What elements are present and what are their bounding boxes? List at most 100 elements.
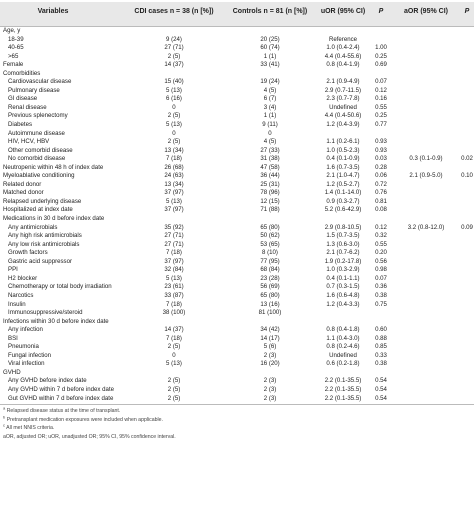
cell-variable: Chemotherapy or total body irradiation bbox=[8, 283, 112, 291]
cell-cdi-cases: 37 (97) bbox=[164, 206, 184, 214]
table-row: Hospitalized at index date 37 (97) 71 (88)… bbox=[0, 206, 474, 215]
header-cdi-cases: CDI cases n = 38 (n [%]) bbox=[134, 8, 214, 15]
cell-variable: Pulmonary disease bbox=[8, 86, 60, 94]
cell-cdi-cases: 27 (71) bbox=[164, 44, 184, 52]
table-row: Cardiovascular disease 15 (40) 19 (24) 2.1 … bbox=[0, 78, 474, 87]
cell-p: 0.07 bbox=[375, 274, 387, 282]
cell-p: 0.69 bbox=[375, 61, 387, 69]
table-row: Age, y bbox=[0, 27, 474, 36]
cell-p: 0.54 bbox=[375, 394, 387, 402]
cell-variable: Infections within 30 d before index date bbox=[3, 317, 109, 325]
cell-cdi-cases: 27 (71) bbox=[164, 232, 184, 240]
table-body: Age, y 18-39 9 (24) 20 (25) Reference 40-65 27… bbox=[0, 27, 474, 403]
table-row: Medications in 30 d before index date bbox=[0, 215, 474, 224]
footnote-marker: c bbox=[3, 422, 5, 428]
table-row: BSI 7 (18) 14 (17) 1.1 (0.4-3.0) 0.88 bbox=[0, 335, 474, 344]
cell-uor: Undefined bbox=[329, 351, 357, 359]
cell-cdi-cases: 6 (16) bbox=[166, 95, 182, 103]
cell-variable: Hospitalized at index date bbox=[3, 206, 73, 214]
cell-controls: 8 (10) bbox=[262, 249, 278, 257]
cell-variable: Female bbox=[3, 61, 24, 69]
cell-variable: Fungal infection bbox=[8, 351, 52, 359]
table-row: Gut GVHD within 7 d before index date 2 (… bbox=[0, 395, 474, 404]
cell-controls: 1 (1) bbox=[263, 52, 277, 60]
cell-p: 0.25 bbox=[375, 112, 387, 120]
footnote-text: All met NNIS criteria. bbox=[6, 425, 55, 432]
header-variables: Variables bbox=[37, 8, 69, 15]
table-row: Pneumonia 2 (5) 5 (6) 0.8 (0.2-4.6) 0.85 bbox=[0, 343, 474, 352]
cell-cdi-cases: 2 (5) bbox=[167, 112, 181, 120]
footnote-text: aOR, adjusted OR; uOR, unadjusted OR; 95… bbox=[3, 433, 176, 440]
cell-cdi-cases: 23 (61) bbox=[164, 283, 184, 291]
cell-variable: Growth factors bbox=[8, 249, 48, 257]
cell-p: 0.08 bbox=[375, 206, 387, 214]
cell-controls: 53 (65) bbox=[260, 240, 280, 248]
cell-variable: Immunosuppressive/steroid bbox=[8, 309, 83, 317]
cell-cdi-cases: 7 (18) bbox=[166, 300, 182, 308]
table-row: Any GVHD within 7 d before index date 2 (… bbox=[0, 386, 474, 395]
header-aor: aOR (95% CI) bbox=[404, 8, 448, 15]
cell-controls: 1 (1) bbox=[263, 112, 277, 120]
cell-uor: 4.4 (0.4-55.6) bbox=[324, 52, 362, 60]
footnotes: a Relapsed disease status at the time of… bbox=[0, 405, 474, 441]
table-row: 18-39 9 (24) 20 (25) Reference bbox=[0, 36, 474, 45]
cell-cdi-cases: 14 (37) bbox=[164, 326, 184, 334]
cell-uor: 5.2 (0.6-42.9) bbox=[324, 206, 362, 214]
table-row: HIV, HCV, HBV 2 (5) 4 (5) 1.1 (0.2-6.1) 0.93 bbox=[0, 138, 474, 147]
cell-p: 1.00 bbox=[375, 44, 387, 52]
cell-uor: 1.5 (0.7-3.5) bbox=[326, 232, 360, 240]
data-table: Variables CDI cases n = 38 (n [%]) Contr… bbox=[0, 2, 474, 441]
table-row: Viral infection 5 (13) 16 (20) 0.6 (0.2-1.8… bbox=[0, 360, 474, 369]
cell-variable: Myeloablative conditioning bbox=[3, 172, 75, 180]
cell-p: 0.75 bbox=[375, 300, 387, 308]
table-row: Myeloablative conditioning 24 (63) 36 (44)… bbox=[0, 172, 474, 181]
cell-p: 0.38 bbox=[375, 360, 387, 368]
cell-variable: Other comorbid disease bbox=[8, 146, 73, 154]
cell-p: 0.32 bbox=[375, 232, 387, 240]
cell-uor: 2.1 (0.7-6.2) bbox=[326, 249, 360, 257]
table-row: Infections within 30 d before index date bbox=[0, 318, 474, 327]
cell-variable: Any antimicrobials bbox=[8, 223, 58, 231]
cell-variable: Any GVHD within 7 d before index date bbox=[8, 385, 115, 393]
table-row: Renal disease 0 3 (4) Undefined 0.55 bbox=[0, 104, 474, 113]
cell-variable: Diabetes bbox=[8, 121, 33, 129]
table-row: Any low risk antimicrobials 27 (71) 53 (65… bbox=[0, 241, 474, 250]
cell-controls: 2 (3) bbox=[263, 385, 277, 393]
cell-variable: Relapsed underlying disease bbox=[3, 197, 82, 205]
cell-controls: 2 (3) bbox=[263, 394, 277, 402]
table-row: No comorbid disease 7 (18) 31 (38) 0.4 (0.1… bbox=[0, 155, 474, 164]
table-row: H2 blocker 5 (13) 23 (28) 0.4 (0.1-1.1) 0.07 bbox=[0, 275, 474, 284]
cell-uor: 2.1 (0.9-4.9) bbox=[326, 78, 360, 86]
cell-cdi-cases: 7 (18) bbox=[166, 155, 182, 163]
cell-controls: 2 (3) bbox=[263, 377, 277, 385]
cell-variable: Autoimmune disease bbox=[8, 129, 65, 137]
cell-controls: 65 (80) bbox=[260, 223, 280, 231]
cell-cdi-cases: 35 (92) bbox=[164, 223, 184, 231]
cell-controls: 9 (11) bbox=[262, 121, 278, 129]
table-row: Related donor 13 (34) 25 (31) 1.2 (0.5-2.7)… bbox=[0, 181, 474, 190]
table-row: Chemotherapy or total body irradiation 23… bbox=[0, 283, 474, 292]
cell-controls: 78 (96) bbox=[260, 189, 280, 197]
cell-uor: 1.1 (0.2-6.1) bbox=[326, 138, 360, 146]
cell-variable: 40-65 bbox=[8, 44, 24, 52]
cell-p: 0.76 bbox=[375, 189, 387, 197]
cell-p: 0.33 bbox=[375, 351, 387, 359]
cell-cdi-cases: 5 (13) bbox=[166, 274, 182, 282]
table-row: Previous splenectomy 2 (5) 1 (1) 4.4 (0.4-5… bbox=[0, 112, 474, 121]
cell-p: 0.12 bbox=[375, 223, 387, 231]
cell-controls: 13 (16) bbox=[260, 300, 280, 308]
cell-variable: Insulin bbox=[8, 300, 26, 308]
cell-controls: 27 (33) bbox=[260, 146, 280, 154]
cell-cdi-cases: 26 (68) bbox=[164, 163, 184, 171]
header-uor: uOR (95% CI) bbox=[320, 8, 366, 15]
table-row: Female 14 (37) 33 (41) 0.8 (0.4-1.9) 0.69 bbox=[0, 61, 474, 70]
cell-cdi-cases: 0 bbox=[172, 129, 176, 137]
cell-cdi-cases: 2 (5) bbox=[167, 377, 181, 385]
cell-variable: Any high risk antimicrobials bbox=[8, 232, 82, 240]
table-row: Other comorbid disease 13 (34) 27 (33) 1.0 … bbox=[0, 147, 474, 156]
cell-p: 0.60 bbox=[375, 326, 387, 334]
cell-cdi-cases: 2 (5) bbox=[167, 343, 181, 351]
cell-variable: Pneumonia bbox=[8, 343, 39, 351]
cell-variable: Renal disease bbox=[8, 103, 47, 111]
cell-controls: 16 (20) bbox=[260, 360, 280, 368]
